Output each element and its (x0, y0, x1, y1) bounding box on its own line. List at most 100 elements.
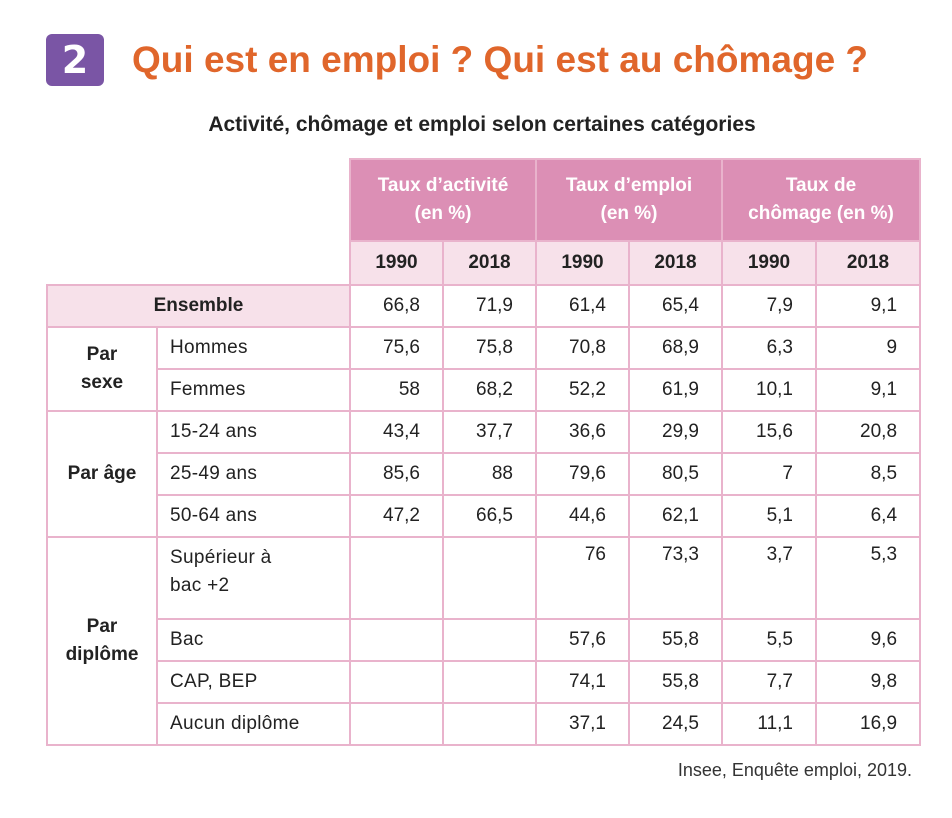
row-group-diplome: Par diplôme (46, 536, 158, 746)
table-cell: 43,4 (349, 410, 444, 454)
table-cell: 7,9 (721, 284, 817, 328)
table-row: Aucun diplôme 37,1 24,5 11,1 16,9 (47, 702, 922, 746)
table-cell: 65,4 (628, 284, 723, 328)
table-cell: 24,5 (628, 702, 723, 746)
statistics-table: Taux d’activité (en %) Taux d’emploi (en… (46, 158, 922, 746)
table-cell: 15,6 (721, 410, 817, 454)
table-cell: 5,3 (814, 536, 922, 620)
row-label: 25-49 ans (156, 452, 351, 496)
table-cell (349, 702, 444, 746)
table-cell: 9,6 (814, 618, 922, 662)
table-cell: 71,9 (442, 284, 537, 328)
table-cell: 37,1 (535, 702, 630, 746)
row-label: 15-24 ans (156, 410, 351, 454)
row-label: CAP, BEP (156, 660, 351, 704)
table-cell (442, 536, 537, 620)
table-cell (442, 702, 537, 746)
year-header: 2018 (628, 240, 723, 286)
table-cell (442, 618, 537, 662)
empty-corner (47, 159, 350, 241)
table-cell: 85,6 (349, 452, 444, 496)
year-header: 2018 (442, 240, 537, 286)
table-cell: 68,9 (628, 326, 723, 370)
group-header-unemployment: Taux de chômage (en %) (720, 158, 922, 242)
table-cell: 75,8 (442, 326, 537, 370)
table-cell: 62,1 (628, 494, 723, 538)
table-cell: 79,6 (535, 452, 630, 496)
year-header: 1990 (349, 240, 444, 286)
row-label: 50-64 ans (156, 494, 351, 538)
table-cell: 47,2 (349, 494, 444, 538)
group-header-employment: Taux d’emploi (en %) (535, 158, 723, 242)
table-cell: 58 (349, 368, 444, 412)
table-cell: 11,1 (721, 702, 817, 746)
row-group-sexe: Par sexe (46, 326, 158, 412)
table-row: 50-64 ans 47,2 66,5 44,6 62,1 5,1 6,4 (47, 494, 922, 538)
table-row: Par âge 15-24 ans 43,4 37,7 36,6 29,9 15… (46, 410, 922, 538)
table-cell: 70,8 (535, 326, 630, 370)
table-cell: 37,7 (442, 410, 537, 454)
table-row: CAP, BEP 74,1 55,8 7,7 9,8 (47, 660, 922, 704)
header: 2 Qui est en emploi ? Qui est au chômage… (46, 30, 868, 90)
table-row: 25-49 ans 85,6 88 79,6 80,5 7 8,5 (47, 452, 922, 496)
table-cell: 68,2 (442, 368, 537, 412)
table-cell (442, 660, 537, 704)
table-cell: 5,5 (721, 618, 817, 662)
table-cell (349, 536, 444, 620)
table-cell: 74,1 (535, 660, 630, 704)
row-label: Aucun diplôme (156, 702, 351, 746)
table-row: Femmes 58 68,2 52,2 61,9 10,1 9,1 (47, 368, 922, 412)
row-label: Femmes (156, 368, 351, 412)
table-cell: 57,6 (535, 618, 630, 662)
table-row: Ensemble 66,8 71,9 61,4 65,4 7,9 9,1 (46, 284, 922, 328)
table-caption: Activité, chômage et emploi selon certai… (208, 113, 756, 136)
table-cell: 80,5 (628, 452, 723, 496)
table-cell: 7 (721, 452, 817, 496)
row-label: Bac (156, 618, 351, 662)
row-label: Supérieur à bac +2 (156, 536, 351, 620)
table-cell: 66,8 (349, 284, 444, 328)
table-cell: 9,1 (814, 284, 922, 328)
table-cell: 16,9 (814, 702, 922, 746)
year-header: 2018 (814, 240, 922, 286)
group-header-row: Taux d’activité (en %) Taux d’emploi (en… (47, 158, 922, 242)
table-row: Bac 57,6 55,8 5,5 9,6 (47, 618, 922, 662)
group-header-activity: Taux d’activité (en %) (349, 158, 537, 242)
table-cell: 9,1 (814, 368, 922, 412)
table-cell: 10,1 (721, 368, 817, 412)
table-cell: 9,8 (814, 660, 922, 704)
table-cell: 3,7 (721, 536, 817, 620)
table-cell: 75,6 (349, 326, 444, 370)
section-number-badge: 2 (46, 34, 104, 86)
year-header: 1990 (535, 240, 630, 286)
row-header-ensemble: Ensemble (46, 284, 351, 328)
table-cell: 6,3 (721, 326, 817, 370)
table-cell: 76 (535, 536, 630, 620)
table-cell: 5,1 (721, 494, 817, 538)
table-cell: 55,8 (628, 660, 723, 704)
table-cell: 52,2 (535, 368, 630, 412)
table-cell: 7,7 (721, 660, 817, 704)
table-cell: 61,4 (535, 284, 630, 328)
table-row: Par diplôme Supérieur à bac +2 76 73,3 3… (46, 536, 922, 746)
table-cell: 88 (442, 452, 537, 496)
table-row: Par sexe Hommes 75,6 75,8 70,8 68,9 6,3 … (46, 326, 922, 412)
table-cell: 55,8 (628, 618, 723, 662)
year-header: 1990 (721, 240, 817, 286)
table-cell: 29,9 (628, 410, 723, 454)
row-label: Hommes (156, 326, 351, 370)
table-cell (349, 660, 444, 704)
table-cell: 36,6 (535, 410, 630, 454)
table-cell: 8,5 (814, 452, 922, 496)
table-cell: 6,4 (814, 494, 922, 538)
table-cell: 61,9 (628, 368, 723, 412)
table-cell (349, 618, 444, 662)
page-title: Qui est en emploi ? Qui est au chômage ? (132, 39, 869, 80)
table-cell: 66,5 (442, 494, 537, 538)
table-cell: 9 (814, 326, 922, 370)
source-note: Insee, Enquête emploi, 2019. (677, 760, 912, 780)
table-cell: 44,6 (535, 494, 630, 538)
table-cell: 20,8 (814, 410, 922, 454)
table-cell: 73,3 (628, 536, 723, 620)
row-group-age: Par âge (46, 410, 158, 538)
